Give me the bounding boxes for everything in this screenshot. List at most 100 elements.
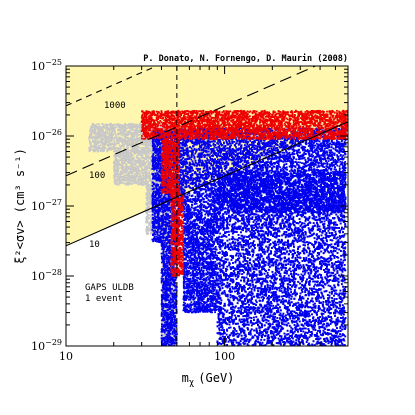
data-point-gray (161, 266, 164, 269)
data-point-gray (142, 143, 145, 146)
data-point-gray (166, 211, 169, 214)
data-point-gray (106, 129, 109, 131)
data-point-gray (121, 131, 124, 134)
data-point-gray (153, 179, 156, 182)
data-point-gray (149, 168, 152, 171)
data-point-gray (102, 146, 104, 149)
data-point-gray (128, 143, 131, 146)
data-point-gray (134, 151, 137, 154)
data-point-gray (120, 127, 123, 130)
data-point-gray (132, 167, 135, 170)
data-point-gray (142, 159, 145, 162)
data-point-gray (147, 142, 150, 145)
data-point-gray (95, 143, 98, 146)
data-point-gray (132, 144, 134, 147)
data-point-gray (148, 191, 151, 194)
data-point-gray (139, 128, 142, 130)
data-point-gray (130, 150, 133, 153)
data-point-gray (129, 171, 131, 173)
data-point-gray (90, 131, 93, 134)
data-point-gray (120, 126, 123, 129)
data-point-gray (130, 168, 133, 171)
data-point-gray (117, 128, 120, 131)
data-point-gray (101, 128, 103, 131)
data-point-gray (117, 164, 120, 167)
data-point-gray (124, 174, 127, 177)
data-point-gray (145, 192, 148, 195)
data-point-gray (169, 342, 171, 345)
data-point-gray (133, 177, 136, 180)
data-point-gray (146, 232, 149, 235)
data-point-gray (92, 126, 95, 128)
data-point-gray (105, 125, 108, 128)
data-point-gray (140, 178, 143, 181)
data-point-gray (98, 134, 101, 136)
data-point-gray (127, 149, 130, 152)
data-point-gray (124, 124, 127, 126)
data-point-gray (135, 139, 138, 141)
data-point-gray (103, 135, 106, 138)
data-point-gray (121, 141, 124, 143)
data-point-gray (115, 183, 118, 186)
data-point-blue (152, 222, 155, 225)
data-point-gray (145, 202, 148, 205)
data-point-gray (88, 136, 91, 138)
data-point-gray (107, 143, 110, 146)
data-point-gray (118, 136, 121, 139)
data-point-gray (153, 181, 156, 184)
data-point-gray (148, 202, 151, 205)
data-point-gray (142, 169, 145, 172)
data-point-gray (124, 139, 126, 142)
data-point-gray (89, 133, 92, 136)
data-point-gray (124, 160, 126, 163)
data-point-gray (118, 180, 121, 182)
data-point-gray (141, 169, 144, 172)
data-point-gray (141, 153, 144, 155)
data-point-gray (123, 147, 126, 150)
data-point-gray (122, 159, 125, 162)
data-point-gray (126, 154, 129, 157)
data-point-gray (97, 149, 100, 152)
data-point-gray (132, 129, 134, 131)
data-point-gray (108, 133, 111, 136)
data-point-gray (121, 132, 124, 135)
data-point-gray (150, 139, 152, 142)
data-point-gray (137, 161, 139, 164)
data-point-gray (144, 151, 147, 154)
data-point-gray (96, 135, 99, 138)
data-point-gray (148, 205, 151, 208)
data-point-gray (135, 131, 137, 133)
data-point-gray (95, 140, 97, 143)
data-point-gray (108, 136, 111, 139)
data-point-gray (125, 149, 127, 152)
data-point-gray (120, 137, 123, 140)
data-point-gray (170, 294, 172, 296)
data-point-gray (135, 152, 138, 154)
data-point-gray (105, 128, 107, 131)
data-point-gray (91, 139, 94, 142)
data-point-gray (123, 169, 126, 172)
data-point-gray (119, 181, 121, 184)
data-point-gray (145, 161, 148, 163)
data-point-gray (126, 132, 129, 135)
data-point-gray (102, 148, 105, 151)
data-point-gray (121, 181, 124, 184)
data-point-gray (98, 136, 101, 139)
data-point-gray (119, 123, 121, 126)
data-point-gray (141, 151, 144, 153)
data-point-gray (121, 156, 124, 159)
data-point-gray (139, 174, 142, 177)
data-point-gray (113, 176, 116, 179)
data-point-gray (115, 133, 117, 136)
data-point-gray (111, 143, 114, 146)
data-point-gray (154, 214, 157, 217)
data-point-gray (137, 149, 140, 152)
data-point-gray (119, 164, 121, 166)
data-point-gray (114, 163, 117, 166)
data-point-gray (128, 160, 131, 163)
data-point-gray (146, 192, 149, 195)
data-point-gray (167, 328, 170, 331)
data-point-gray (166, 285, 169, 288)
data-point-gray (148, 142, 151, 145)
data-point-gray (146, 194, 149, 197)
